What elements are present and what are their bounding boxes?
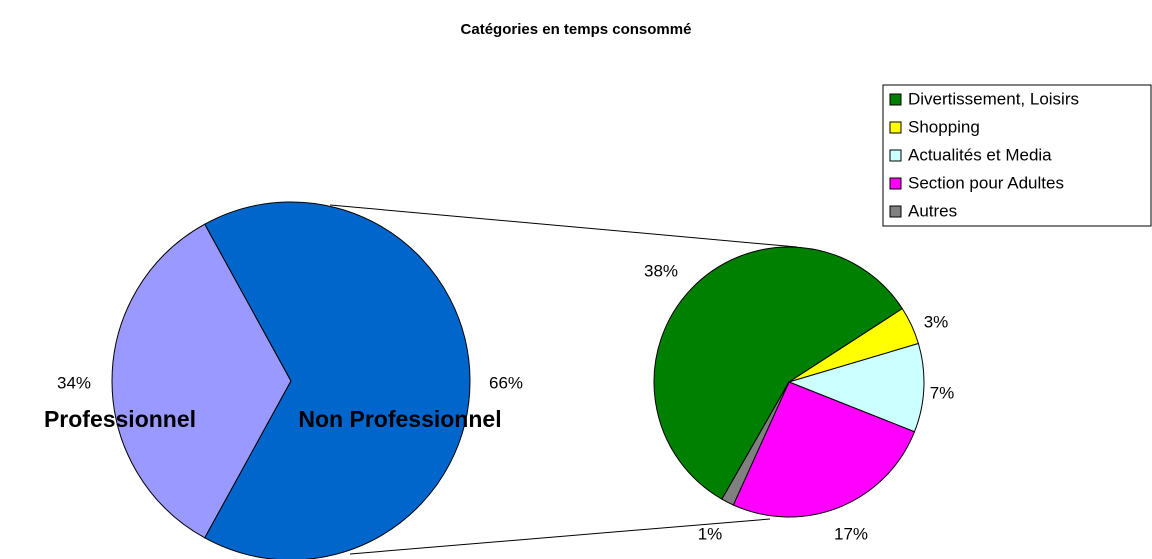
legend-swatch	[889, 93, 902, 106]
category-label: Professionnel	[44, 406, 196, 432]
chart-title: Catégories en temps consommé	[461, 21, 692, 38]
legend-label: Actualités et Media	[908, 145, 1052, 164]
legend-swatch	[889, 177, 902, 190]
breakdown-slice	[732, 381, 916, 518]
breakdown-slice	[721, 381, 790, 506]
legend-label: Section pour Adultes	[908, 173, 1064, 192]
connector	[329, 204, 798, 248]
pie-slice	[111, 223, 292, 539]
legend-box	[882, 84, 1152, 227]
legend-label: Autres	[908, 201, 957, 220]
connectors	[329, 204, 798, 555]
legend-swatch	[889, 205, 902, 218]
connector	[349, 518, 771, 555]
legend-swatch	[889, 149, 902, 162]
data-label: 17%	[834, 524, 868, 543]
data-label: 38%	[644, 261, 678, 280]
legend-label: Divertissement, Loisirs	[908, 89, 1079, 108]
data-label: 3%	[924, 312, 949, 331]
data-label: 1%	[698, 524, 723, 543]
data-label: 34%	[57, 373, 91, 392]
legend-swatch	[889, 121, 902, 134]
category-label: Non Professionnel	[298, 406, 501, 432]
legend-label: Shopping	[908, 117, 980, 136]
data-label: 66%	[489, 373, 523, 392]
breakdown-slice	[787, 342, 925, 433]
breakdown-slice	[653, 246, 904, 500]
data-label: 7%	[930, 383, 955, 402]
